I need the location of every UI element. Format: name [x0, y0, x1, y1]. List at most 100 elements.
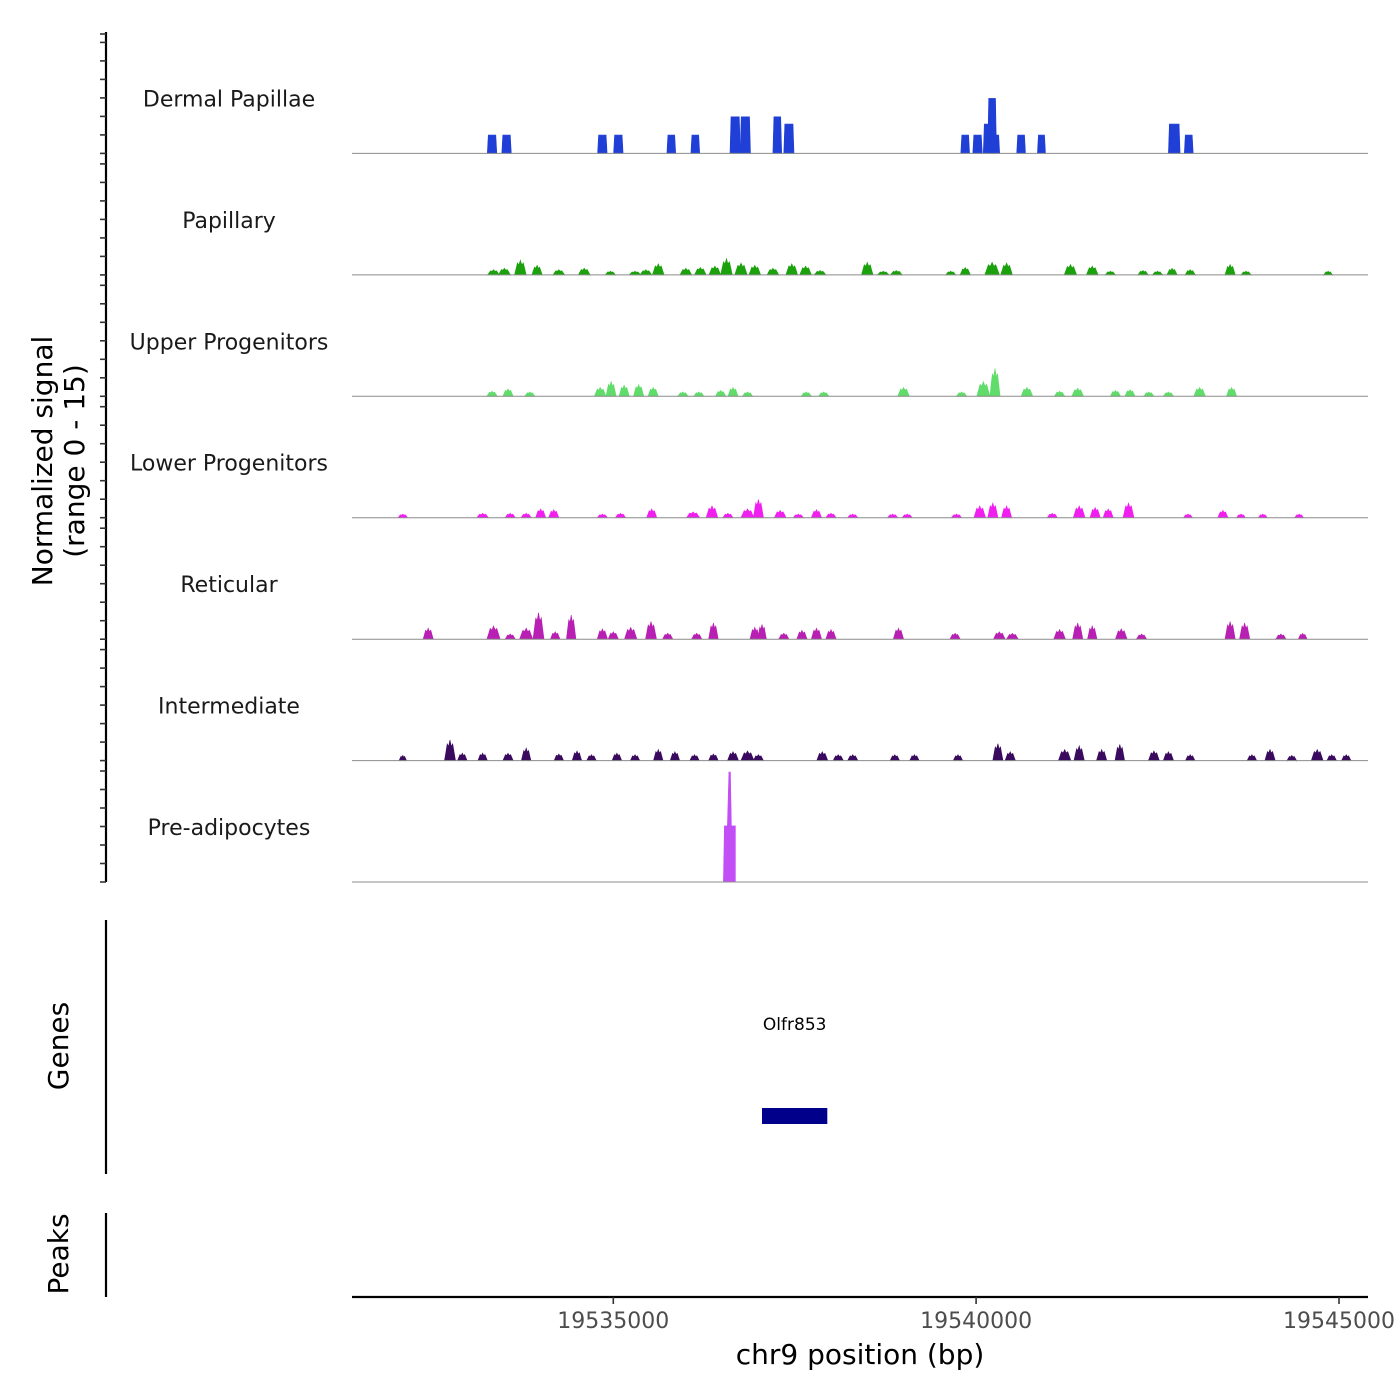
signal-peak — [502, 388, 514, 397]
signal-peak — [973, 505, 986, 519]
signal-peak — [778, 632, 790, 640]
signal-peak — [502, 752, 514, 761]
signal-peak — [989, 134, 1001, 154]
signal-peak — [708, 753, 719, 761]
signal-peak — [992, 743, 1004, 761]
signal-peak — [535, 508, 547, 519]
signal-peak — [639, 269, 653, 276]
signal-peak — [520, 512, 532, 519]
signal-peak — [785, 263, 798, 276]
signal-peak — [890, 270, 903, 276]
signal-peak — [498, 267, 511, 277]
signal-peak — [1058, 748, 1072, 761]
signal-peak — [796, 629, 808, 640]
signal-peak — [624, 626, 638, 640]
signal-peak — [1341, 754, 1352, 761]
signal-peak — [1046, 512, 1058, 519]
signal-peak — [550, 631, 561, 640]
signal-peak — [1239, 622, 1251, 640]
signal-peak — [645, 621, 657, 640]
signal-peak — [552, 269, 565, 276]
signal-peak — [740, 750, 755, 761]
signal-peak — [689, 754, 700, 761]
track-label: Papillary — [182, 209, 276, 234]
signal-peak — [586, 754, 597, 761]
signal-peak — [1063, 263, 1077, 276]
signal-peak — [647, 386, 659, 397]
signal-peak — [690, 134, 701, 154]
signal-peak — [847, 513, 859, 519]
signal-peak — [1226, 386, 1237, 397]
signal-peak — [519, 627, 534, 640]
signal-peak — [686, 511, 700, 519]
signal-peak — [742, 391, 753, 398]
signal-peak — [596, 628, 608, 640]
signal-peak — [1000, 262, 1013, 276]
coverage-tracks: Dermal Papillae Papillary Upper Progenitor… — [130, 87, 1368, 883]
signal-peak — [1089, 506, 1101, 519]
signal-peak — [397, 513, 408, 519]
signal-peak — [1217, 509, 1229, 519]
signal-peak — [949, 632, 961, 640]
signal-peak — [524, 391, 536, 398]
signal-peak — [1152, 270, 1163, 276]
signal-peak — [861, 261, 874, 276]
signal-peak — [531, 264, 543, 276]
signal-peak — [976, 380, 991, 397]
signal-peak — [1163, 751, 1174, 761]
signal-peak — [618, 384, 630, 397]
track-reticular: Reticular — [180, 573, 1368, 641]
x-tick-label: 19535000 — [557, 1309, 669, 1334]
signal-peak — [739, 116, 751, 154]
signal-peak — [1286, 754, 1297, 762]
track-lower-progenitors: Lower Progenitors — [130, 452, 1368, 519]
signal-peak — [669, 751, 680, 761]
gene-body — [762, 1108, 828, 1124]
track-pre-adipocytes: Pre-adipocytes — [148, 771, 1368, 883]
signal-peak — [615, 512, 626, 519]
signal-peak — [877, 270, 890, 276]
signal-peak — [772, 116, 783, 154]
signal-peak — [1264, 748, 1276, 761]
signal-peak — [993, 631, 1006, 640]
signal-peak — [887, 513, 899, 519]
signal-peak — [832, 754, 844, 761]
signal-peak — [945, 270, 957, 276]
signal-peak — [476, 512, 489, 519]
signal-peak — [783, 123, 795, 154]
signal-peak — [1298, 632, 1308, 640]
signal-peak — [1224, 621, 1236, 640]
signal-peak — [486, 134, 498, 154]
signal-peak — [708, 622, 719, 640]
signal-peak — [972, 134, 983, 154]
signal-peak — [748, 264, 761, 276]
signal-peak — [1168, 123, 1181, 154]
track-intermediate: Intermediate — [158, 695, 1368, 762]
signal-peak — [715, 389, 727, 397]
y-axis-subtitle: (range 0 - 15) — [58, 364, 91, 558]
signal-peak — [811, 627, 822, 640]
signal-peak — [774, 509, 787, 519]
signal-peak — [1102, 508, 1114, 519]
signal-peak — [607, 631, 619, 640]
peaks-panel-label: Peaks — [42, 1213, 75, 1294]
signal-peak — [1183, 134, 1194, 154]
x-axis-title: chr9 position (bp) — [736, 1338, 985, 1371]
signal-peak — [504, 633, 516, 641]
signal-peak — [959, 266, 971, 276]
signal-peak — [889, 754, 900, 761]
signal-peak — [604, 270, 616, 276]
signal-peak — [818, 391, 830, 398]
track-upper-progenitors: Upper Progenitors — [130, 330, 1368, 398]
signal-peak — [893, 627, 904, 640]
signal-peak — [662, 632, 674, 640]
signal-peak — [1016, 134, 1026, 154]
signal-peak — [487, 269, 500, 276]
signal-peak — [705, 505, 719, 519]
track-dermal-papillae: Dermal Papillae — [143, 87, 1368, 154]
signal-peak — [799, 265, 812, 276]
signal-peak — [1258, 513, 1268, 519]
x-axis: 19535000 19540000 19545000 — [352, 1295, 1395, 1334]
signal-peak — [1185, 754, 1196, 761]
